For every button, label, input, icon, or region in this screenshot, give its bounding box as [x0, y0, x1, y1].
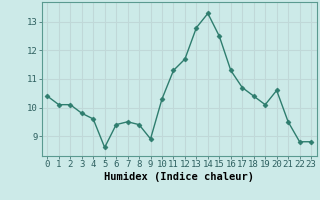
- X-axis label: Humidex (Indice chaleur): Humidex (Indice chaleur): [104, 172, 254, 182]
